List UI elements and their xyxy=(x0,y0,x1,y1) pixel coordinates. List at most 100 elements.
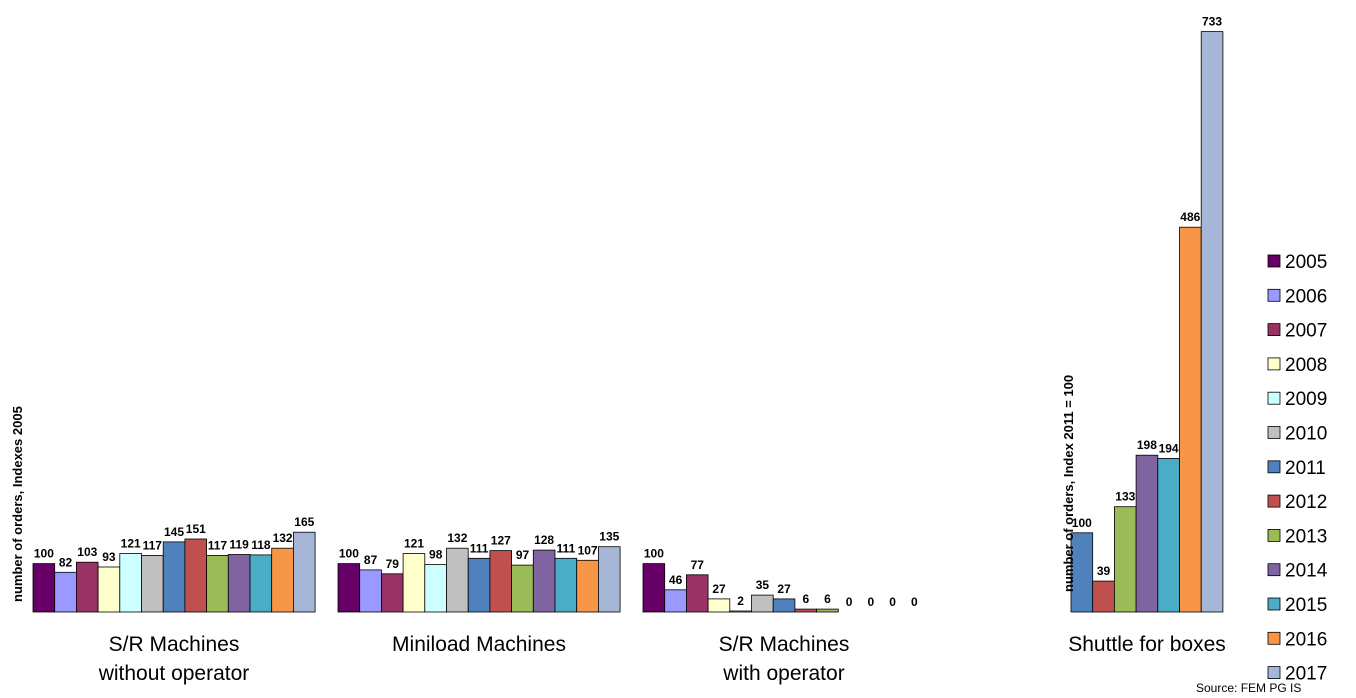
bar-3-2016 xyxy=(1179,226,1202,613)
value-label-2-2011: 27 xyxy=(777,582,791,596)
value-label-3-2013: 133 xyxy=(1115,490,1135,504)
category-label-3-line-0: Shuttle for boxes xyxy=(1068,633,1226,656)
bar-2-2008 xyxy=(707,598,731,613)
value-label-1-2016: 107 xyxy=(578,543,598,557)
legend-swatch-2006 xyxy=(1267,288,1281,302)
legend-swatch-2012 xyxy=(1267,494,1281,508)
legend-label-2008: 2008 xyxy=(1285,355,1327,376)
value-label-0-2005: 100 xyxy=(34,547,54,561)
value-label-3-2011: 100 xyxy=(1072,516,1092,530)
value-label-1-2009: 98 xyxy=(429,548,443,562)
value-label-1-2013: 97 xyxy=(516,548,530,562)
value-label-3-2017: 733 xyxy=(1202,15,1222,29)
bar-0-2012 xyxy=(184,538,207,613)
legend-label-2009: 2009 xyxy=(1285,389,1327,410)
value-label-2-2009: 2 xyxy=(737,594,744,608)
bar-3-2013 xyxy=(1114,506,1137,613)
value-label-2-2017: 0 xyxy=(911,595,918,609)
legend-label-2006: 2006 xyxy=(1285,286,1327,307)
legend-swatch-2017 xyxy=(1267,666,1281,679)
bar-0-2006 xyxy=(54,571,77,613)
legend-label-2013: 2013 xyxy=(1285,526,1327,547)
value-label-1-2005: 100 xyxy=(339,547,359,561)
value-label-3-2015: 194 xyxy=(1159,441,1179,455)
value-label-2-2010: 35 xyxy=(756,578,770,592)
value-label-3-2014: 198 xyxy=(1137,438,1157,452)
bar-2-2011 xyxy=(772,598,796,613)
bar-1-2011 xyxy=(467,557,491,613)
value-label-3-2016: 486 xyxy=(1180,210,1200,224)
legend-swatch-2005 xyxy=(1267,254,1281,268)
value-label-1-2006: 87 xyxy=(364,553,378,567)
bar-0-2005 xyxy=(32,563,56,613)
bar-3-2017 xyxy=(1200,31,1224,613)
bar-3-2012 xyxy=(1092,580,1115,613)
bar-2-2005 xyxy=(642,563,666,613)
bar-1-2016 xyxy=(576,559,599,613)
bar-0-2016 xyxy=(271,547,294,613)
value-label-0-2008: 93 xyxy=(102,550,116,564)
bar-1-2013 xyxy=(511,564,534,613)
legend-label-2015: 2015 xyxy=(1285,595,1327,616)
value-label-1-2017: 135 xyxy=(599,530,619,544)
value-label-1-2007: 79 xyxy=(386,557,400,571)
legend-label-2012: 2012 xyxy=(1285,492,1327,513)
value-label-1-2014: 128 xyxy=(534,533,554,547)
bar-0-2014 xyxy=(227,554,251,613)
y-axis-label-right: number of orders, Index 2011 = 100 xyxy=(1061,375,1076,592)
bar-0-2011 xyxy=(162,541,186,613)
bar-1-2010 xyxy=(446,547,469,613)
value-label-2-2014: 0 xyxy=(846,595,853,609)
category-label-0-line-0: S/R Machines xyxy=(109,633,240,656)
value-label-2-2012: 6 xyxy=(802,592,809,606)
value-label-2-2008: 27 xyxy=(712,582,726,596)
source-note: Source: FEM PG IS xyxy=(1196,681,1301,695)
bar-3-2015 xyxy=(1157,457,1180,613)
value-label-0-2011: 145 xyxy=(164,525,184,539)
bar-0-2010 xyxy=(141,555,164,613)
legend-label-2005: 2005 xyxy=(1285,252,1327,273)
bar-2-2006 xyxy=(664,589,687,613)
legend-label-2017: 2017 xyxy=(1285,664,1327,685)
bars-layer xyxy=(32,31,1224,613)
legend-swatch-2015 xyxy=(1267,597,1281,611)
legend-swatch-2010 xyxy=(1267,426,1281,439)
value-label-0-2010: 117 xyxy=(143,538,163,552)
value-label-1-2015: 111 xyxy=(557,541,576,555)
value-label-0-2015: 118 xyxy=(251,538,271,552)
value-label-0-2009: 121 xyxy=(121,537,141,551)
value-label-0-2013: 117 xyxy=(208,538,228,552)
bar-2-2007 xyxy=(686,574,709,613)
category-label-0-line-1: without operator xyxy=(98,662,250,685)
legend-label-2010: 2010 xyxy=(1285,424,1327,445)
value-label-2-2006: 46 xyxy=(669,573,683,587)
bar-0-2015 xyxy=(249,554,273,613)
bar-3-2014 xyxy=(1135,454,1159,613)
bar-1-2007 xyxy=(380,573,404,613)
bar-1-2005 xyxy=(337,563,361,613)
value-label-2-2015: 0 xyxy=(868,595,875,609)
category-label-1-line-0: Miniload Machines xyxy=(392,633,566,656)
value-label-0-2017: 165 xyxy=(294,515,314,529)
legend-swatch-2013 xyxy=(1267,529,1281,542)
legend-swatch-2016 xyxy=(1267,631,1281,645)
legend: 2005 2006 2007 2008 2009 2010 2011 2012 2013 2014… xyxy=(1267,252,1328,685)
bar-0-2008 xyxy=(97,566,121,613)
value-label-0-2007: 103 xyxy=(77,545,97,559)
legend-label-2014: 2014 xyxy=(1285,561,1328,582)
value-label-2-2016: 0 xyxy=(889,595,896,609)
bar-1-2009 xyxy=(424,564,447,613)
category-labels-layer: S/R Machines without operator Miniload Mac… xyxy=(98,633,1226,685)
bar-0-2017 xyxy=(292,531,316,613)
bar-2-2009 xyxy=(729,610,752,613)
bar-0-2013 xyxy=(206,555,229,613)
value-label-0-2014: 119 xyxy=(229,538,249,552)
value-label-2-2013: 6 xyxy=(824,592,831,606)
legend-swatch-2007 xyxy=(1267,323,1281,337)
legend-swatch-2009 xyxy=(1267,391,1281,405)
value-label-0-2016: 132 xyxy=(273,531,293,545)
value-label-3-2012: 39 xyxy=(1097,564,1111,578)
legend-label-2007: 2007 xyxy=(1285,321,1327,342)
value-label-1-2012: 127 xyxy=(491,534,511,548)
